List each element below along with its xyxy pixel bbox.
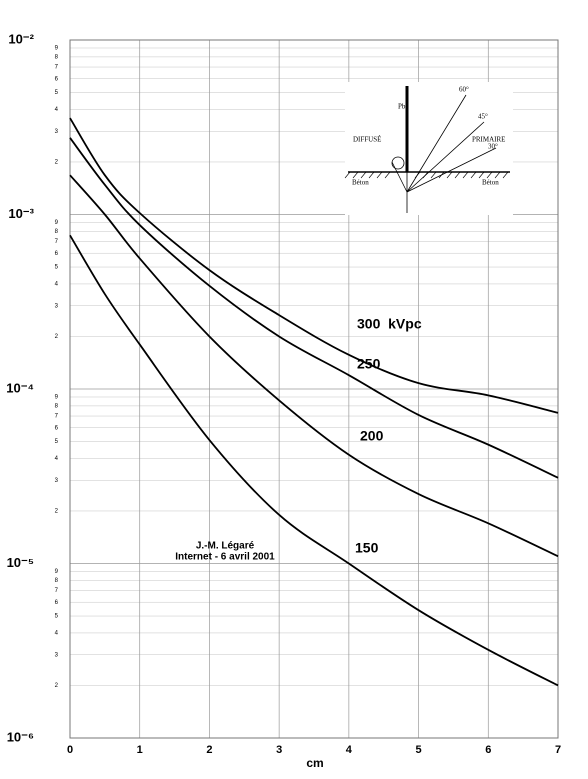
y-minor-tick-label: 4	[55, 456, 59, 462]
curve	[69, 117, 559, 414]
y-minor-tick-label: 6	[55, 76, 59, 82]
series-label: 250	[357, 356, 381, 372]
annotation: J.-M. Légaré	[196, 541, 255, 552]
inset-label: 60°	[459, 86, 469, 94]
y-minor-tick-label: 2	[55, 160, 59, 166]
y-minor-tick-label: 6	[55, 425, 59, 431]
ray-60	[406, 94, 467, 193]
grid: 2 3 4 5 6 7 8 9 2 3 4 5 6 7 8 9 2 3 4 5 6 7 8 9 2 3 4 5 6 7 8 9 10⁻⁶ 10⁻⁵…	[6, 31, 561, 755]
y-minor-tick-label: 3	[55, 652, 59, 658]
y-minor-tick-label: 4	[55, 282, 59, 288]
curve	[69, 137, 559, 479]
ray-45	[406, 121, 485, 193]
y-minor-tick-label: 3	[55, 303, 59, 309]
y-minor-tick-label: 2	[55, 334, 59, 340]
y-minor-tick-label: 7	[55, 65, 59, 71]
inset-label: Béton	[352, 179, 369, 187]
x-tick-label: 3	[276, 744, 282, 756]
annotation: Internet - 6 avril 2001	[175, 552, 275, 563]
y-tick-label: 10⁻⁴	[6, 380, 34, 395]
y-minor-tick-label: 5	[55, 614, 59, 620]
x-tick-label: 6	[485, 744, 491, 756]
inset-label: PRIMAIRE	[472, 136, 505, 144]
x-tick-label: 0	[67, 744, 73, 756]
x-tick-label: 4	[346, 744, 353, 756]
inset-label: DIFFUSÉ	[353, 136, 381, 144]
y-minor-tick-label: 5	[55, 439, 59, 445]
inset-label: 45°	[478, 113, 488, 121]
y-minor-tick-label: 7	[55, 239, 59, 245]
y-minor-tick-label: 8	[55, 229, 59, 235]
series-label: 150	[355, 540, 379, 556]
ray-scatter	[391, 161, 408, 193]
y-minor-tick-label: 9	[55, 395, 59, 401]
y-minor-tick-label: 9	[55, 46, 59, 52]
inset-box	[345, 82, 513, 215]
y-tick-label: 10⁻³	[8, 206, 34, 221]
x-tick-label: 5	[416, 744, 422, 756]
inset-label: Pb	[398, 103, 406, 111]
x-tick-label: 1	[137, 744, 143, 756]
ray-30	[406, 147, 497, 193]
y-minor-tick-label: 4	[55, 631, 59, 637]
x-axis-label: cm	[306, 756, 323, 770]
y-minor-tick-label: 5	[55, 90, 59, 96]
y-minor-tick-label: 3	[55, 129, 59, 135]
series-label: 300 kVpc	[357, 316, 422, 332]
y-minor-tick-label: 7	[55, 414, 59, 420]
detector	[391, 156, 405, 170]
y-minor-tick-label: 9	[55, 569, 59, 575]
plot-frame	[69, 39, 559, 739]
y-minor-tick-label: 5	[55, 265, 59, 271]
inset-label: 30°	[488, 143, 498, 151]
y-minor-tick-label: 2	[55, 509, 59, 515]
y-minor-tick-label: 8	[55, 578, 59, 584]
y-minor-tick-label: 8	[55, 403, 59, 409]
y-minor-tick-label: 4	[55, 107, 59, 113]
x-tick-label: 7	[555, 744, 561, 756]
y-minor-tick-label: 2	[55, 683, 59, 689]
y-minor-tick-label: 9	[55, 220, 59, 226]
y-tick-label: 10⁻⁵	[7, 555, 34, 570]
y-minor-tick-label: 6	[55, 251, 59, 257]
curve	[69, 234, 559, 687]
y-minor-tick-label: 6	[55, 600, 59, 606]
y-minor-tick-label: 3	[55, 478, 59, 484]
y-tick-label: 10⁻²	[8, 31, 34, 46]
y-minor-tick-label: 7	[55, 588, 59, 594]
series-label: 200	[360, 428, 384, 444]
y-minor-tick-label: 8	[55, 54, 59, 60]
inset-label: Béton	[482, 179, 499, 187]
y-tick-label: 10⁻⁶	[7, 729, 34, 744]
x-tick-label: 2	[206, 744, 212, 756]
curve	[69, 174, 559, 558]
